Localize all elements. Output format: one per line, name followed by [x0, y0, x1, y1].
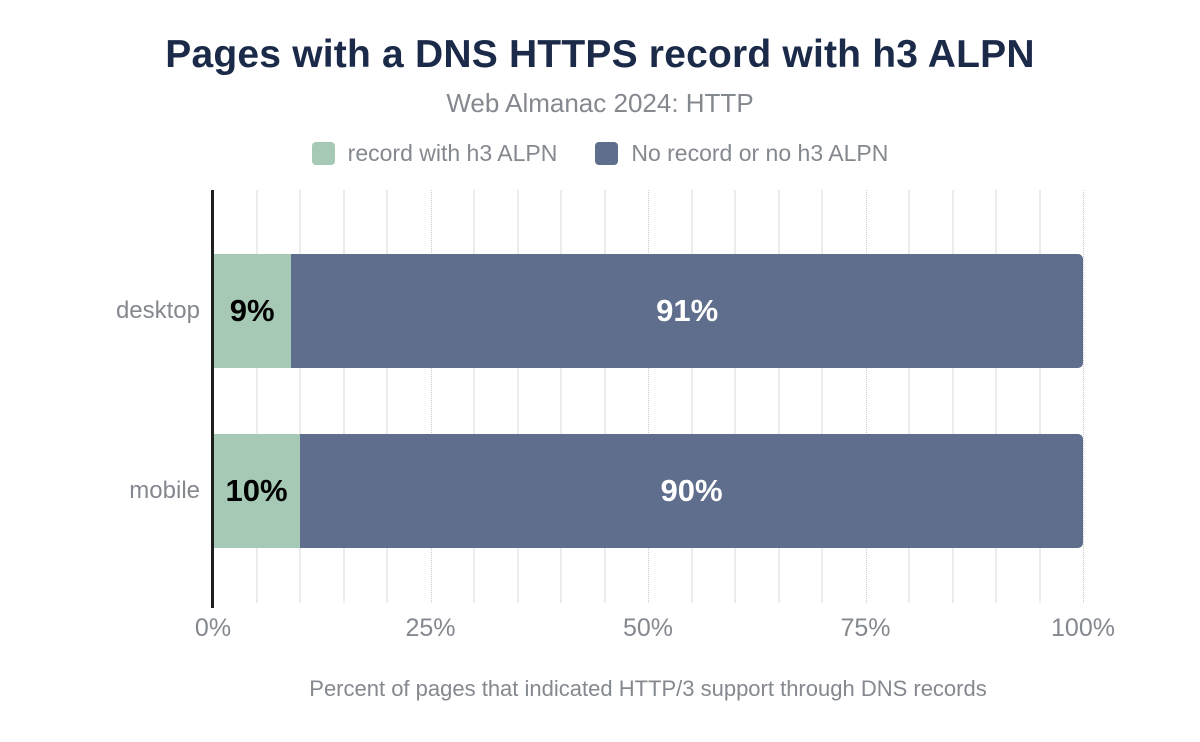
gridline-major — [1083, 190, 1084, 603]
gridline-minor — [386, 190, 388, 603]
chart-subtitle: Web Almanac 2024: HTTP — [446, 88, 754, 118]
gridline-major — [430, 190, 432, 603]
bar-segment-mobile-h3-alpn: 10% — [213, 434, 300, 548]
bar-value-label: 91% — [656, 293, 719, 328]
gridline-minor — [560, 190, 562, 603]
gridline-minor — [255, 190, 258, 603]
legend-item-0: record with h3 ALPN — [311, 140, 558, 167]
bar-segment-desktop-h3-alpn: 9% — [213, 254, 292, 368]
gridline-minor — [473, 190, 475, 603]
gridline-minor — [603, 190, 606, 603]
gridline-minor — [1038, 190, 1041, 603]
gridline-minor — [951, 190, 954, 603]
x-axis-ticks: 0% 25% 50% 75% 100% — [195, 614, 1115, 644]
bar-value-label: 90% — [660, 473, 723, 508]
legend-label: No record or no h3 ALPN — [631, 140, 889, 166]
legend-swatch-icon — [595, 142, 619, 165]
gridline-minor — [342, 190, 345, 603]
plot-area: 9% 91% 10% 90% — [211, 190, 1084, 608]
gridline-minor — [777, 190, 780, 603]
chart-caption: Percent of pages that indicated HTTP/3 s… — [309, 676, 987, 701]
legend-swatch-icon — [311, 142, 335, 165]
y-axis-label-desktop: desktop — [115, 297, 200, 324]
bar-row-mobile: 10% 90% — [213, 434, 1083, 548]
legend-item-1: No record or no h3 ALPN — [595, 140, 888, 167]
gridline-minor — [995, 190, 997, 603]
x-tick-50%: 50% — [622, 614, 674, 642]
bar-row-desktop: 9% 91% — [213, 254, 1083, 368]
gridline-minor — [821, 190, 823, 603]
y-axis-label-mobile: mobile — [129, 477, 200, 504]
gridline-major — [648, 190, 649, 603]
gridline-minor — [516, 190, 519, 603]
bar-segment-mobile-no-h3-alpn: 90% — [300, 434, 1083, 548]
gridline-major — [865, 190, 867, 603]
legend: record with h3 ALPN No record or no h3 AL… — [0, 140, 1200, 167]
x-tick-100%: 100% — [1051, 614, 1115, 642]
bar-value-label: 10% — [225, 473, 288, 508]
legend-label: record with h3 ALPN — [347, 140, 558, 166]
x-tick-25%: 25% — [405, 614, 456, 642]
y-axis-labels: desktop mobile — [0, 190, 200, 603]
bar-segment-desktop-no-h3-alpn: 91% — [291, 254, 1083, 368]
x-tick-75%: 75% — [840, 614, 891, 642]
gridline-minor — [299, 190, 301, 603]
gridline-minor — [734, 190, 736, 603]
x-tick-0%: 0% — [194, 614, 232, 642]
gridline-minor — [908, 190, 910, 603]
y-axis-line — [211, 190, 214, 608]
bar-value-label: 9% — [229, 293, 275, 328]
gridline-minor — [690, 190, 693, 603]
chart-title: Pages with a DNS HTTPS record with h3 AL… — [165, 33, 1035, 76]
